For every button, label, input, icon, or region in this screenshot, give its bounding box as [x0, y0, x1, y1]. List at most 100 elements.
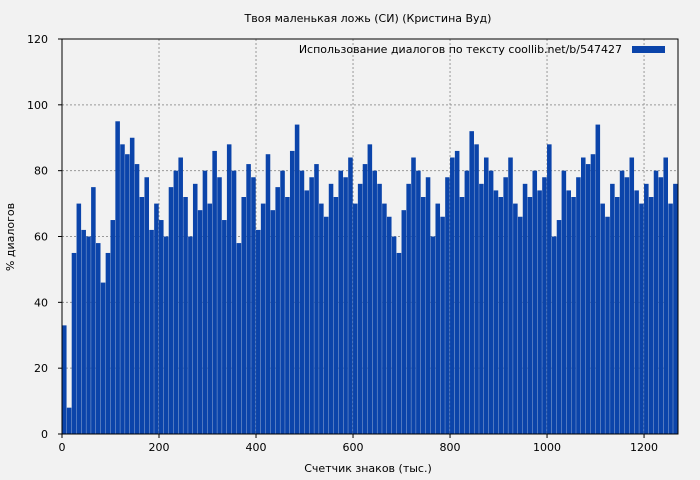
legend: Использование диалогов по тексту coollib…: [299, 43, 665, 56]
bar: [163, 236, 169, 434]
bar: [285, 197, 290, 434]
bar: [391, 236, 397, 434]
bar: [614, 197, 620, 434]
bar: [464, 170, 470, 434]
bar: [406, 183, 411, 434]
chart-title: Твоя маленькая ложь (СИ) (Кристина Вуд): [244, 12, 492, 25]
bar: [265, 154, 271, 435]
x-tick-label: 0: [59, 441, 66, 454]
bar: [619, 170, 625, 434]
bar: [377, 183, 382, 434]
bar-series: [62, 121, 678, 435]
bar: [425, 177, 431, 434]
bar: [474, 144, 479, 435]
bar: [319, 203, 324, 434]
bar: [81, 229, 86, 434]
bar: [202, 170, 208, 434]
bar: [71, 252, 77, 434]
bar: [289, 150, 295, 434]
bar: [299, 170, 305, 434]
bar: [513, 203, 518, 434]
bar: [76, 203, 82, 434]
bar: [217, 177, 222, 434]
bar: [362, 164, 368, 435]
bar: [488, 170, 494, 434]
bar: [192, 183, 198, 434]
bar: [576, 177, 581, 434]
bar: [168, 187, 174, 434]
bar: [154, 203, 159, 434]
bar: [542, 177, 547, 434]
bar: [600, 203, 605, 434]
bar: [673, 183, 678, 434]
bar: [508, 157, 513, 434]
bar: [498, 197, 504, 434]
bar: [197, 210, 203, 434]
bar: [256, 229, 261, 434]
x-axis: 0 200 400 600 800 1000 1200: [59, 434, 658, 454]
bar: [450, 157, 455, 434]
bar: [314, 164, 319, 435]
bar: [663, 157, 668, 434]
y-axis-label: % диалогов: [4, 203, 17, 271]
bar: [556, 220, 562, 434]
bar: [561, 170, 567, 434]
bar: [585, 164, 591, 435]
bar: [479, 183, 484, 434]
bar: [120, 144, 125, 435]
bar: [294, 124, 300, 434]
bar: [62, 325, 67, 434]
bar: [595, 124, 601, 434]
bar: [236, 243, 242, 434]
bar: [503, 177, 508, 434]
bar: [493, 190, 499, 434]
bar: [207, 203, 213, 434]
y-tick-label: 60: [34, 231, 48, 244]
bar: [547, 144, 552, 435]
bar: [139, 197, 145, 434]
y-axis: 0 20 40 60 80 100 120: [27, 33, 62, 441]
bar: [629, 157, 635, 434]
bar: [125, 154, 130, 435]
bar: [644, 183, 649, 434]
bar: [241, 197, 247, 434]
bar: [382, 203, 387, 434]
bar: [396, 252, 402, 434]
bar: [532, 170, 538, 434]
bar: [144, 177, 150, 434]
bar: [115, 121, 120, 435]
x-tick-label: 800: [440, 441, 461, 454]
bar: [348, 157, 353, 434]
bar: [260, 203, 266, 434]
bar: [183, 197, 188, 434]
bar: [222, 220, 227, 434]
legend-swatch: [632, 46, 665, 53]
bar: [668, 203, 673, 434]
bar: [270, 210, 276, 434]
bar: [386, 216, 392, 434]
bar: [454, 150, 460, 434]
bar: [517, 216, 523, 434]
x-tick-label: 1200: [630, 441, 658, 454]
x-tick-label: 600: [343, 441, 364, 454]
bar: [445, 177, 450, 434]
bar: [435, 203, 441, 434]
bar: [149, 229, 154, 434]
bar: [309, 177, 314, 434]
bar: [357, 183, 363, 434]
bar: [648, 197, 654, 434]
bar: [105, 252, 111, 434]
bar: [159, 220, 164, 434]
bar: [304, 190, 310, 434]
bar: [527, 197, 533, 434]
bar: [353, 203, 358, 434]
bar: [178, 157, 183, 434]
bar: [566, 190, 571, 434]
bar: [590, 154, 596, 435]
bar: [251, 177, 256, 434]
bar: [416, 170, 421, 434]
y-tick-label: 0: [41, 428, 48, 441]
bar: [86, 236, 91, 434]
y-tick-label: 100: [27, 99, 48, 112]
